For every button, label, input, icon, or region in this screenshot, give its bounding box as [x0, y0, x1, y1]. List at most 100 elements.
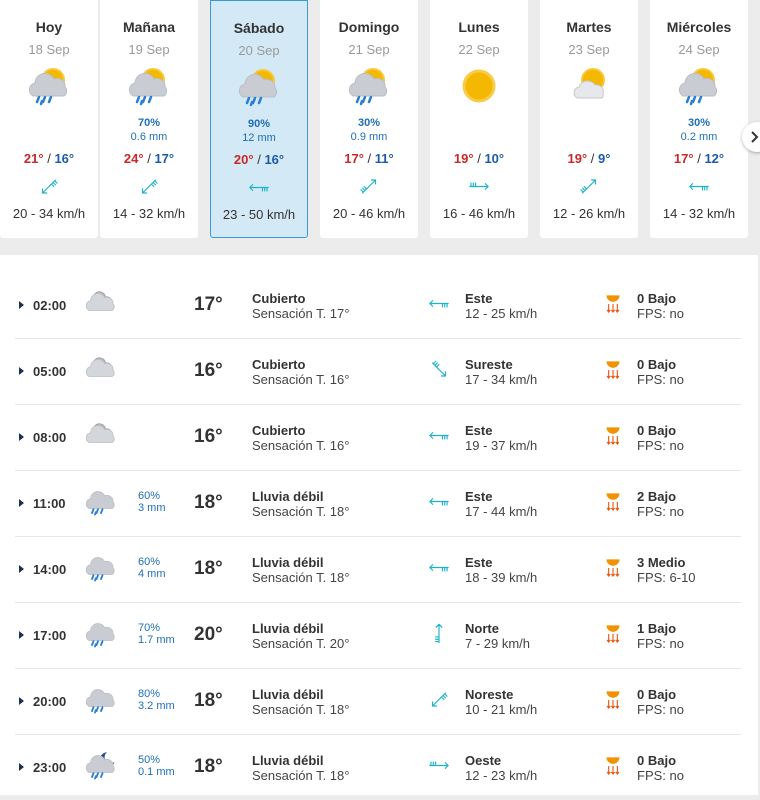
wind-icon-svg — [429, 300, 449, 308]
precip-mm: 0.9 mm — [350, 131, 388, 143]
wind-speed: 17 - 34 km/h — [465, 372, 538, 387]
day-card[interactable]: Sábado 20 Sep 90% 12 mm 20° / 16° 23 - 50 km/… — [210, 0, 308, 238]
hour-row[interactable]: 17:00 70% 1.7 mm 20° Lluvia débil Sensación T… — [15, 602, 741, 669]
hour-row[interactable]: 11:00 60% 3 mm 18° Lluvia débil Sensación T. … — [15, 470, 741, 537]
wind-speed: 7 - 29 km/h — [465, 636, 531, 651]
feels-like: Sensación T. 17° — [252, 306, 350, 321]
next-button[interactable] — [742, 122, 760, 152]
feels-like: Sensación T. 18° — [252, 702, 350, 717]
uv-index: 0 Bajo — [637, 687, 677, 702]
uv-icon-svg — [606, 427, 620, 446]
expand-arrow — [19, 367, 24, 375]
hour-row[interactable]: 02:00 17° Cubierto Sensación T. 17° Este 12 -… — [15, 272, 741, 339]
hour-time: 20:00 — [33, 694, 67, 709]
feels-like: Sensación T. 20° — [252, 636, 350, 651]
hour-row[interactable]: 20:00 80% 3.2 mm 18° Lluvia débil Sensación T… — [15, 668, 741, 735]
precip-pct: 70% — [138, 622, 161, 634]
hour-temp: 18° — [194, 756, 223, 777]
temp-sep: / — [367, 151, 372, 166]
temp-min: 10° — [484, 151, 505, 166]
hourly-panel — [0, 255, 758, 795]
day-name: Hoy — [35, 19, 63, 35]
weather-icon-svg — [85, 689, 115, 714]
day-date: 18 Sep — [28, 42, 70, 57]
weather-icon — [83, 749, 119, 781]
wind-icon — [425, 490, 453, 513]
temps: 17° / 12° — [674, 151, 724, 166]
feels-like: Sensación T. 16° — [252, 438, 350, 453]
day-card[interactable]: Mañana 19 Sep 70% 0.6 mm 24° / 17° 14 - 32 km… — [100, 0, 198, 238]
wind-icon-svg — [689, 183, 709, 191]
wind-icon — [425, 358, 453, 381]
temp-max: 24° — [123, 151, 144, 166]
wind-dir: Este — [465, 291, 493, 306]
feels-like: Sensación T. 18° — [252, 504, 350, 519]
hour-temp: 16° — [194, 426, 223, 447]
temp-sep: / — [697, 151, 701, 166]
wind-icon-svg — [429, 564, 449, 572]
day-card[interactable]: Hoy 18 Sep 21° / 16° 20 - 34 km/h — [0, 0, 98, 238]
wind-speed: 16 - 46 km/h — [442, 206, 516, 221]
hour-row[interactable]: 14:00 60% 4 mm 18° Lluvia débil Sensación T. … — [15, 536, 741, 603]
next-arrow — [751, 131, 759, 143]
weather-icon-svg — [462, 69, 496, 103]
weather-icon-svg — [85, 357, 115, 377]
hour-temp: 17° — [194, 294, 223, 315]
uv-index: 0 Bajo — [637, 357, 677, 372]
wind-icon — [425, 292, 453, 315]
precip-pct: 80% — [138, 688, 161, 700]
precip-mm: 3.2 mm — [138, 700, 175, 712]
wind-dir: Norte — [465, 621, 499, 636]
weather-icon — [83, 683, 119, 715]
wind-dir: Sureste — [465, 357, 513, 372]
day-date: 20 Sep — [238, 43, 280, 58]
temps: 21° / 16° — [24, 151, 74, 166]
precip-pct: 60% — [138, 556, 161, 568]
hour-row[interactable]: 23:00 50% 0.1 mm 18° Lluvia débil Sensación T… — [15, 734, 741, 800]
weather-icon — [83, 485, 119, 517]
wind-speed: 17 - 44 km/h — [465, 504, 538, 519]
precip-mm: 12 mm — [242, 132, 276, 144]
day-card[interactable]: Domingo 21 Sep 30% 0.9 mm 17° / 11° 20 - 46 k… — [320, 0, 418, 238]
wind-speed: 10 - 21 km/h — [465, 702, 538, 717]
uv-index: 2 Bajo — [637, 489, 677, 504]
wind-dir: Noreste — [465, 687, 514, 702]
weather-icon-svg — [85, 752, 115, 780]
hour-temp: 20° — [194, 624, 223, 645]
hour-temp: 18° — [194, 558, 223, 579]
uv-icon-svg — [606, 295, 620, 314]
hour-row[interactable]: 08:00 16° Cubierto Sensación T. 16° Este 19 -… — [15, 404, 741, 471]
temp-sep: / — [590, 151, 595, 166]
wind-icon — [685, 175, 713, 198]
precip-pct: 30% — [357, 117, 381, 129]
fps: FPS: no — [637, 372, 684, 387]
uv-icon-svg — [606, 361, 620, 380]
weather-icon — [455, 66, 503, 106]
uv-icon — [600, 686, 626, 714]
temp-max: 19° — [567, 151, 588, 166]
temp-min: 16° — [54, 151, 75, 166]
uv-icon — [600, 620, 626, 648]
fps: FPS: no — [637, 504, 684, 519]
hour-row[interactable]: 05:00 16° Cubierto Sensación T. 16° Sureste 1… — [15, 338, 741, 405]
precip-mm: 0.1 mm — [138, 766, 175, 778]
day-card[interactable]: Martes 23 Sep 19° / 9° 12 - 26 km/h — [540, 0, 638, 238]
condition: Lluvia débil — [252, 555, 324, 570]
wind-speed: 19 - 37 km/h — [465, 438, 538, 453]
weather-icon-svg — [85, 291, 115, 311]
day-card[interactable]: Miércoles 24 Sep 30% 0.2 mm 17° / 12° 14 - 32… — [650, 0, 748, 238]
feels-like: Sensación T. 18° — [252, 768, 350, 783]
weather-icon-svg — [128, 68, 168, 106]
day-card[interactable]: Lunes 22 Sep 19° / 10° 16 - 46 km/h — [430, 0, 528, 238]
weather-icon — [235, 67, 283, 107]
uv-icon-svg — [606, 493, 620, 512]
temps: 24° / 17° — [124, 151, 174, 166]
wind-speed: 12 - 26 km/h — [552, 206, 626, 221]
precip-pct: 60% — [138, 490, 161, 502]
hour-temp: 18° — [194, 492, 223, 513]
uv-icon-svg — [606, 691, 620, 710]
temps: 19° / 9° — [568, 151, 611, 166]
temp-max: 17° — [673, 151, 694, 166]
fps: FPS: no — [637, 702, 684, 717]
